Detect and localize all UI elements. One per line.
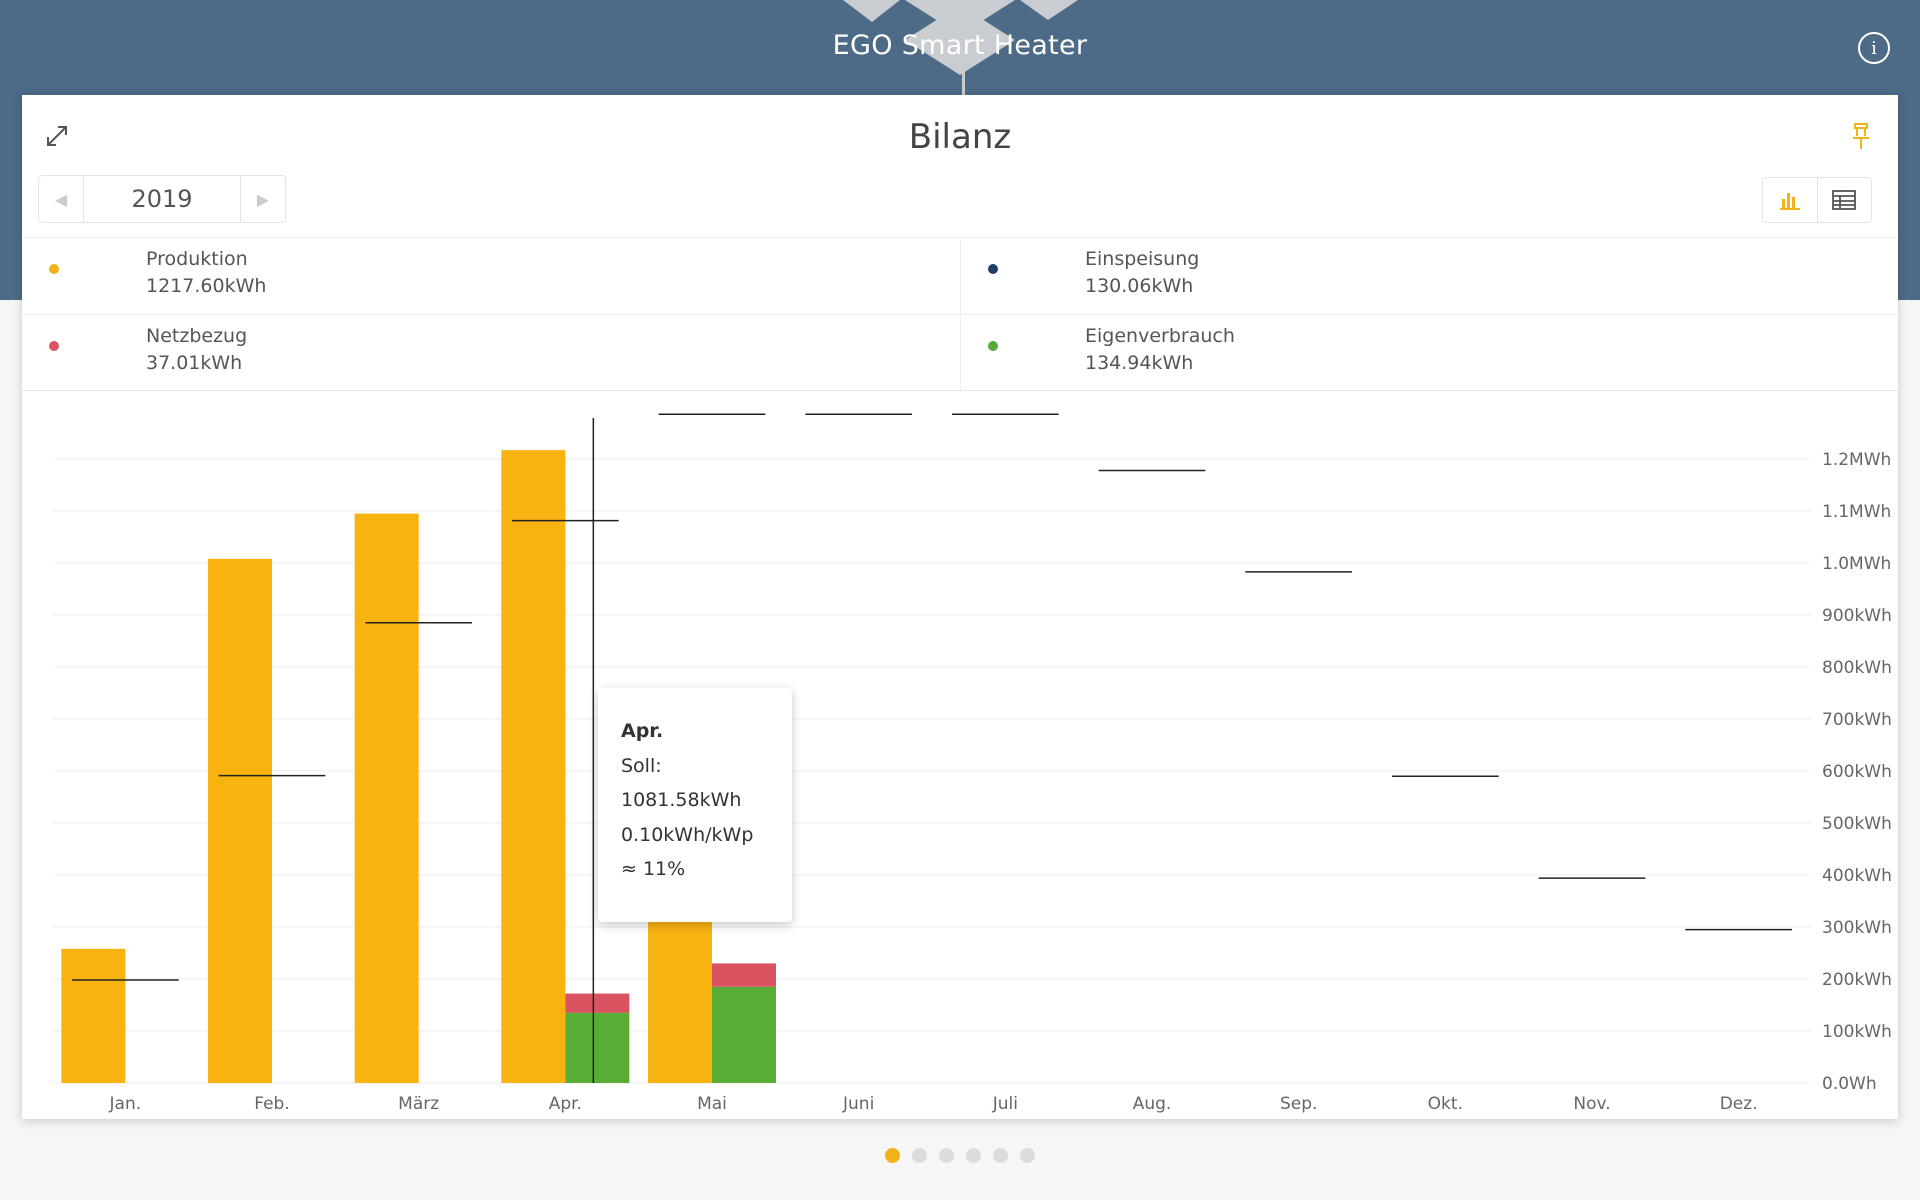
stat-feed-in: Einspeisung 130.06kWh <box>960 238 1899 313</box>
page-dot[interactable] <box>885 1148 900 1163</box>
y-tick-label: 700kWh <box>1822 710 1892 730</box>
bar-self-consumption <box>712 986 776 1083</box>
y-tick-label: 1.2MWh <box>1822 450 1891 470</box>
tooltip-line: 0.10kWh/kWp <box>621 823 754 846</box>
x-tick-label: Sep. <box>1280 1094 1317 1114</box>
x-tick-label: Aug. <box>1133 1094 1172 1114</box>
stat-label: Netzbezug <box>146 325 248 347</box>
tooltip-line: ≈ 11% <box>621 858 686 880</box>
info-icon: i <box>1871 37 1877 59</box>
bar-production <box>648 903 712 1083</box>
page-dot[interactable] <box>1020 1148 1035 1163</box>
chevron-left-icon[interactable]: ◀ <box>39 176 84 222</box>
x-tick-label: Okt. <box>1428 1094 1463 1114</box>
x-tick-label: Nov. <box>1573 1094 1610 1114</box>
y-tick-label: 600kWh <box>1822 762 1892 782</box>
stat-label: Einspeisung <box>1085 248 1200 270</box>
y-tick-label: 200kWh <box>1822 970 1892 990</box>
bar-grid-supply <box>565 993 630 1013</box>
bar-production <box>354 513 419 1083</box>
y-tick-label: 1.0MWh <box>1822 554 1891 574</box>
x-tick-label: Jan. <box>109 1094 142 1114</box>
chart-tooltip: Apr. Soll: 1081.58kWh 0.10kWh/kWp ≈ 11% <box>598 688 792 922</box>
y-tick-label: 500kWh <box>1822 814 1892 834</box>
x-tick-label: Juli <box>992 1094 1018 1114</box>
bar-production <box>501 450 566 1083</box>
bar-production <box>61 948 126 1083</box>
y-tick-label: 1.1MWh <box>1822 502 1891 522</box>
stat-value: 37.01kWh <box>146 352 243 374</box>
bar-chart-view-button[interactable] <box>1763 178 1818 222</box>
legend-dot <box>988 264 998 274</box>
stat-production: Produktion 1217.60kWh <box>22 238 960 313</box>
app-title: EGO Smart Heater <box>832 30 1088 61</box>
legend-dot <box>988 341 998 351</box>
stats-panel: Produktion 1217.60kWh Einspeisung 130.06… <box>22 237 1899 391</box>
bar-self-consumption <box>565 1012 630 1083</box>
y-tick-label: 900kWh <box>1822 606 1892 626</box>
x-tick-label: Juni <box>842 1094 874 1114</box>
stat-label: Produktion <box>146 248 248 270</box>
balance-card: Bilanz ◀ 2019 ▶ <box>22 95 1899 1119</box>
pin-icon[interactable] <box>1846 121 1876 151</box>
bar-production <box>208 558 272 1083</box>
y-tick-label: 0.0Wh <box>1822 1074 1877 1094</box>
table-view-button[interactable] <box>1818 178 1872 222</box>
card-title: Bilanz <box>908 117 1012 157</box>
page-dot[interactable] <box>912 1148 927 1163</box>
y-tick-label: 800kWh <box>1822 658 1892 678</box>
page-dot[interactable] <box>939 1148 954 1163</box>
table-icon <box>1832 190 1857 210</box>
x-tick-label: Apr. <box>549 1094 582 1114</box>
page-indicator <box>0 1148 1920 1168</box>
tooltip-line: Soll: <box>621 754 662 777</box>
year-selector: ◀ 2019 ▶ <box>38 175 286 223</box>
year-label: 2019 <box>131 185 193 213</box>
stat-value: 130.06kWh <box>1085 275 1194 297</box>
info-button[interactable]: i <box>1858 32 1890 64</box>
tooltip-line: 1081.58kWh <box>621 789 742 811</box>
chevron-right-icon[interactable]: ▶ <box>240 176 285 222</box>
stat-label: Eigenverbrauch <box>1085 325 1235 347</box>
stat-grid-supply: Netzbezug 37.01kWh <box>22 314 960 390</box>
view-toggle <box>1762 177 1872 223</box>
page-dot[interactable] <box>993 1148 1008 1163</box>
x-tick-label: Mai <box>697 1094 727 1114</box>
balance-bar-chart[interactable]: 0.0Wh 100kWh 200kWh 300kWh 400kWh 500kWh 600kW… <box>22 390 1898 1119</box>
y-tick-label: 300kWh <box>1822 918 1892 938</box>
x-tick-label: Dez. <box>1720 1094 1758 1114</box>
x-tick-label: März <box>398 1094 439 1114</box>
y-tick-label: 100kWh <box>1822 1022 1892 1042</box>
bar-grid-supply <box>712 963 776 987</box>
y-tick-label: 400kWh <box>1822 866 1892 886</box>
bar-chart-icon <box>1779 193 1800 210</box>
page-dot[interactable] <box>966 1148 981 1163</box>
tooltip-title: Apr. <box>621 720 664 742</box>
legend-dot <box>49 341 59 351</box>
legend-dot <box>49 264 59 274</box>
stat-value: 134.94kWh <box>1085 352 1194 374</box>
stat-value: 1217.60kWh <box>146 275 267 297</box>
expand-icon[interactable] <box>42 121 72 151</box>
x-tick-label: Feb. <box>254 1094 290 1114</box>
chart-area[interactable]: 0.0Wh 100kWh 200kWh 300kWh 400kWh 500kWh 600kW… <box>22 390 1898 1119</box>
stat-self-consumption: Eigenverbrauch 134.94kWh <box>960 314 1899 390</box>
